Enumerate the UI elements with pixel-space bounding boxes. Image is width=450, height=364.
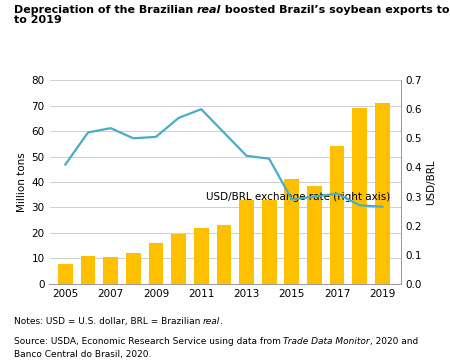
Bar: [126, 253, 141, 284]
Text: real: real: [197, 5, 221, 15]
Text: Notes: USD = U.S. dollar, BRL = Brazilian: Notes: USD = U.S. dollar, BRL = Brazilia…: [14, 317, 203, 326]
Bar: [194, 228, 209, 284]
Bar: [104, 257, 118, 284]
Text: .: .: [220, 317, 223, 326]
Y-axis label: USD/BRL: USD/BRL: [426, 159, 436, 205]
Bar: [262, 200, 276, 284]
Bar: [216, 225, 231, 284]
Bar: [171, 234, 186, 284]
Text: to 2019: to 2019: [14, 15, 61, 25]
Bar: [148, 243, 163, 284]
Text: , 2020 and: , 2020 and: [370, 337, 418, 346]
Text: USD/BRL exchange rate (right axis): USD/BRL exchange rate (right axis): [206, 192, 390, 202]
Bar: [239, 200, 254, 284]
Bar: [375, 103, 390, 284]
Text: Trade Data Monitor: Trade Data Monitor: [283, 337, 370, 346]
Text: Banco Central do Brasil, 2020.: Banco Central do Brasil, 2020.: [14, 350, 151, 359]
Text: boosted Brazil’s soybean exports to China, from 2005: boosted Brazil’s soybean exports to Chin…: [221, 5, 450, 15]
Bar: [330, 146, 344, 284]
Bar: [58, 264, 73, 284]
Text: real: real: [203, 317, 220, 326]
Bar: [284, 179, 299, 284]
Bar: [307, 186, 322, 284]
Bar: [352, 108, 367, 284]
Text: Source: USDA, Economic Research Service using data from: Source: USDA, Economic Research Service …: [14, 337, 283, 346]
Y-axis label: Million tons: Million tons: [18, 152, 27, 212]
Text: Depreciation of the Brazilian: Depreciation of the Brazilian: [14, 5, 197, 15]
Bar: [81, 256, 95, 284]
